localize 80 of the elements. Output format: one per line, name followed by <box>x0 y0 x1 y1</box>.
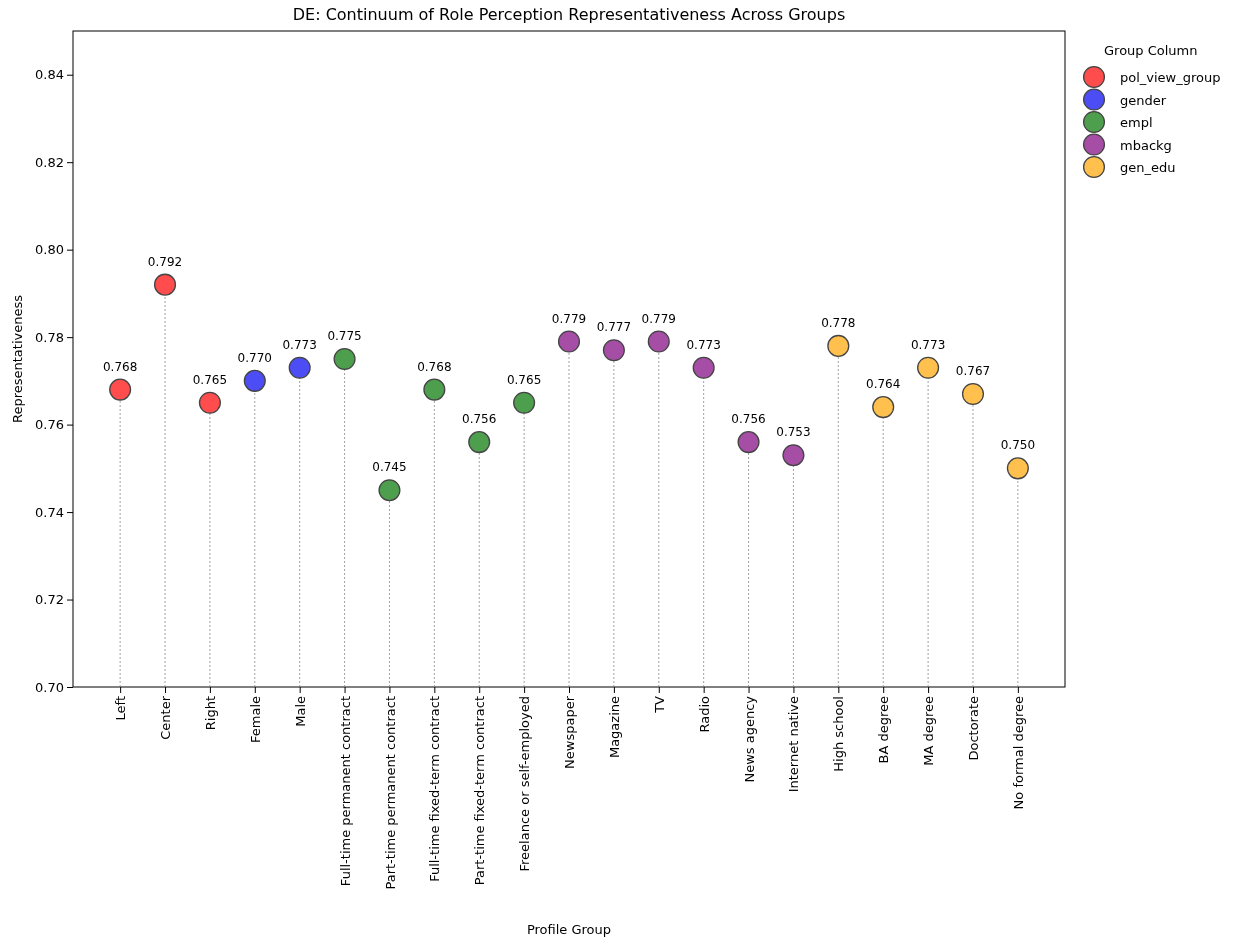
data-label: 0.767 <box>955 363 991 378</box>
x-tick-label: Magazine <box>606 696 622 759</box>
point <box>468 431 491 454</box>
data-label: 0.773 <box>686 337 721 352</box>
point <box>961 382 985 406</box>
data-label: 0.770 <box>237 350 272 365</box>
x-axis-title: Profile Group <box>526 922 612 937</box>
point <box>782 444 805 467</box>
x-tick-label: Full-time permanent contract <box>337 696 353 887</box>
point <box>647 330 670 353</box>
x-tick-label: Radio <box>696 695 712 733</box>
data-label: 0.792 <box>147 254 183 269</box>
x-tick-label: TV <box>651 695 667 714</box>
data-label: 0.773 <box>282 337 317 352</box>
x-tick-label: Male <box>292 696 308 727</box>
point <box>737 431 760 454</box>
y-tick-label: 0.78 <box>35 329 64 345</box>
legend-label: empl <box>1120 115 1153 130</box>
point <box>333 347 356 371</box>
x-tick-label: Internet native <box>786 696 802 793</box>
point <box>602 339 625 362</box>
x-tick-label: MA degree <box>921 696 937 766</box>
point <box>827 334 850 357</box>
y-tick-label: 0.76 <box>35 417 64 433</box>
point <box>692 356 715 379</box>
y-tick-label: 0.80 <box>35 242 64 258</box>
x-tick-label: Full-time fixed-term contract <box>427 696 443 882</box>
x-tick-label: Center <box>158 695 174 740</box>
x-tick-label: Part-time permanent contract <box>382 696 398 890</box>
point <box>243 369 266 392</box>
point <box>557 330 581 353</box>
x-tick-label: Doctorate <box>966 696 982 761</box>
data-label: 0.753 <box>776 425 811 440</box>
data-label: 0.768 <box>417 359 452 374</box>
point <box>378 479 401 502</box>
point <box>109 378 132 401</box>
data-label: 0.779 <box>551 311 587 326</box>
y-tick-label: 0.82 <box>35 154 64 170</box>
legend-label: gen_edu <box>1120 160 1176 175</box>
x-tick-label: Newspaper <box>562 695 578 769</box>
x-tick-label: BA degree <box>876 696 892 764</box>
data-label: 0.765 <box>192 372 228 387</box>
data-label: 0.773 <box>910 337 946 352</box>
y-tick-label: 0.70 <box>35 679 64 695</box>
data-label: 0.756 <box>731 412 766 427</box>
point <box>288 356 311 379</box>
point <box>153 273 177 296</box>
point <box>423 378 446 401</box>
x-tick-label: Left <box>113 696 129 721</box>
data-label: 0.745 <box>372 460 407 475</box>
point <box>917 356 940 379</box>
chart-title: DE: Continuum of Role Perception Representativeness Across Groups <box>292 5 846 24</box>
legend-label: gender <box>1120 92 1167 108</box>
data-label: 0.764 <box>866 377 901 392</box>
data-label: 0.750 <box>1000 438 1036 453</box>
legend-label: pol_view_group <box>1120 70 1221 85</box>
point <box>1006 457 1029 480</box>
data-label: 0.777 <box>596 320 632 335</box>
x-tick-label: Female <box>247 696 263 744</box>
x-tick-label: High school <box>831 696 847 772</box>
legend-title: Group Column <box>1104 43 1198 58</box>
data-label: 0.779 <box>641 311 676 326</box>
x-tick-label: Part-time fixed-term contract <box>472 696 488 886</box>
data-label: 0.778 <box>821 315 856 330</box>
x-tick-label: Freelance or self-employed <box>517 696 533 872</box>
data-label: 0.775 <box>327 329 362 343</box>
y-tick-label: 0.72 <box>35 592 64 608</box>
data-label: 0.765 <box>506 372 542 387</box>
point <box>198 391 221 414</box>
legend-label: mbackg <box>1120 137 1172 153</box>
x-tick-label: Right <box>202 696 218 731</box>
x-tick-label: No formal degree <box>1010 696 1026 810</box>
point <box>872 396 895 419</box>
data-label: 0.768 <box>102 359 138 374</box>
y-tick-label: 0.74 <box>35 504 64 520</box>
y-tick-label: 0.84 <box>35 67 64 83</box>
x-tick-label: News agency <box>741 695 757 783</box>
y-axis-title: Representativeness <box>10 294 25 424</box>
data-label: 0.756 <box>462 412 497 427</box>
point <box>513 391 536 414</box>
